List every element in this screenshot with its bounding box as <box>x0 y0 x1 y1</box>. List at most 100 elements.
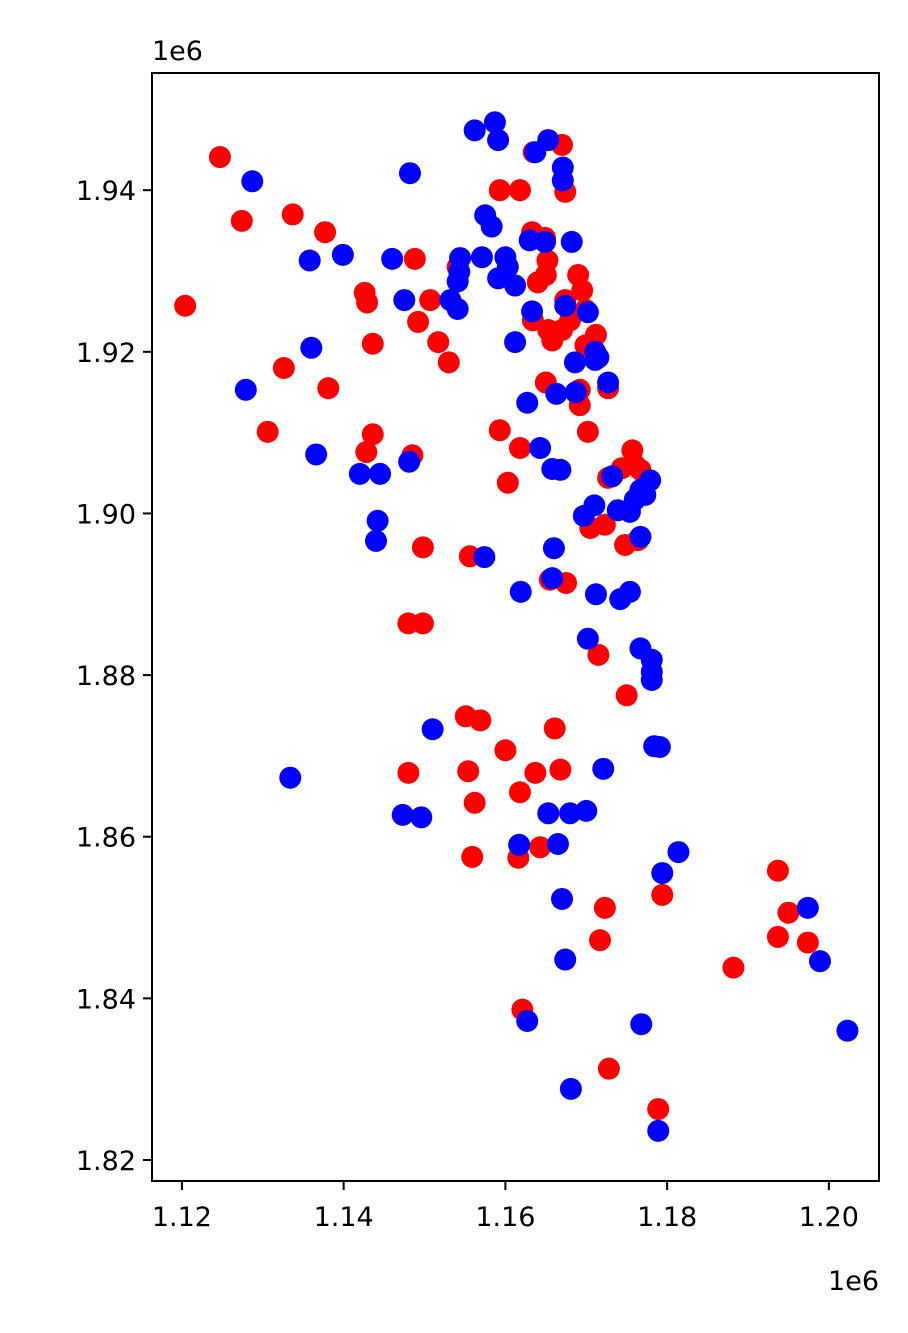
point <box>508 436 531 459</box>
point <box>461 845 484 868</box>
point <box>576 420 599 443</box>
point <box>279 766 302 789</box>
point <box>463 119 486 142</box>
point <box>549 458 572 481</box>
point <box>398 450 421 473</box>
point <box>647 1098 670 1121</box>
point <box>808 950 831 973</box>
y-offset-label: 1e6 <box>152 36 203 67</box>
point <box>560 230 583 253</box>
point <box>469 709 492 732</box>
point <box>576 301 599 324</box>
point <box>463 791 486 814</box>
point <box>554 294 577 317</box>
y-tick-label: 1.94 <box>76 176 136 207</box>
point <box>470 246 493 269</box>
point <box>601 465 624 488</box>
point <box>516 391 539 414</box>
point <box>410 806 433 829</box>
point <box>592 757 615 780</box>
point <box>437 351 460 374</box>
point <box>551 169 574 192</box>
point <box>487 129 510 152</box>
point <box>583 494 606 517</box>
point <box>457 760 480 783</box>
x-tick-label: 1.14 <box>314 1202 374 1233</box>
point <box>419 289 442 312</box>
point <box>722 956 745 979</box>
point <box>174 294 197 317</box>
point <box>597 371 620 394</box>
point <box>365 529 388 552</box>
point <box>407 310 430 333</box>
point <box>230 209 253 232</box>
point <box>411 536 434 559</box>
point <box>508 179 531 202</box>
point <box>559 802 582 825</box>
point <box>488 179 511 202</box>
point <box>256 420 279 443</box>
point <box>766 859 789 882</box>
point <box>587 643 610 666</box>
point <box>208 146 231 169</box>
y-tick-label: 1.86 <box>76 823 136 854</box>
point <box>317 377 340 400</box>
point <box>651 883 674 906</box>
point <box>796 931 819 954</box>
point <box>397 761 420 784</box>
point <box>524 761 547 784</box>
point <box>587 346 610 369</box>
point <box>571 279 594 302</box>
point <box>651 862 674 885</box>
point <box>545 382 568 405</box>
point <box>366 509 389 532</box>
point <box>516 1009 539 1032</box>
point <box>421 718 444 741</box>
point <box>640 668 663 691</box>
point <box>564 381 587 404</box>
point <box>647 1119 670 1142</box>
point <box>369 462 392 485</box>
point <box>381 247 404 270</box>
point <box>537 802 560 825</box>
point <box>487 267 510 290</box>
point <box>541 567 564 590</box>
point <box>524 141 547 164</box>
point <box>648 736 671 759</box>
point <box>355 441 378 464</box>
point <box>615 684 638 707</box>
point <box>623 488 646 511</box>
point <box>241 170 264 193</box>
point <box>361 423 384 446</box>
point <box>618 580 641 603</box>
point <box>529 436 552 459</box>
point <box>584 583 607 606</box>
point <box>554 948 577 971</box>
point <box>597 1057 620 1080</box>
point <box>593 513 616 536</box>
point <box>549 758 572 781</box>
point <box>509 580 532 603</box>
point <box>575 799 598 822</box>
point <box>563 351 586 374</box>
point <box>529 836 552 859</box>
point <box>403 247 426 270</box>
point <box>483 111 506 134</box>
point <box>300 336 323 359</box>
point <box>494 739 517 762</box>
point <box>550 887 573 910</box>
point <box>314 221 337 244</box>
x-tick-label: 1.12 <box>152 1202 212 1233</box>
point <box>766 925 789 948</box>
point <box>508 833 531 856</box>
point <box>534 230 557 253</box>
point <box>393 289 416 312</box>
point <box>629 525 652 548</box>
x-offset-label: 1e6 <box>828 1266 879 1297</box>
point <box>298 249 321 272</box>
y-tick-label: 1.92 <box>76 338 136 369</box>
x-tick-label: 1.18 <box>637 1202 697 1233</box>
point <box>446 297 469 320</box>
point <box>589 929 612 952</box>
